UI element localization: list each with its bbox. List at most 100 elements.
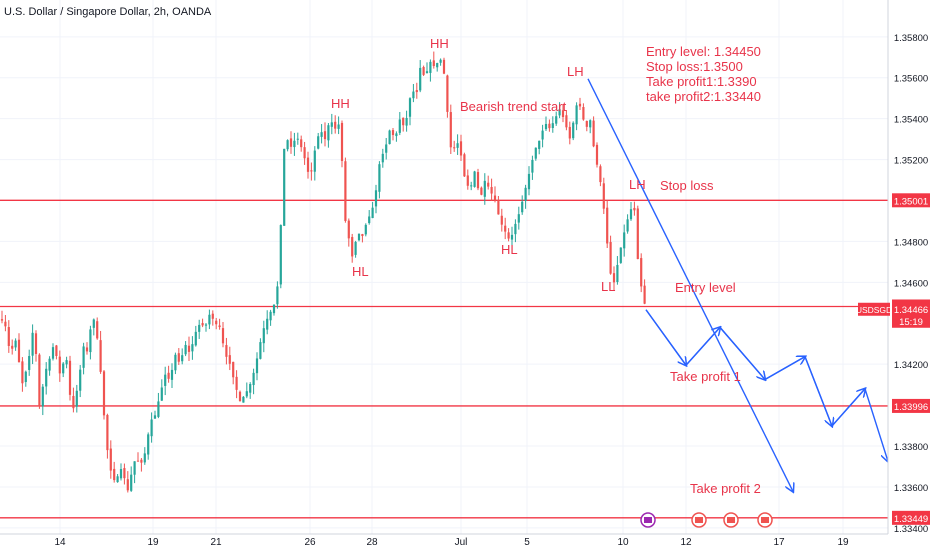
candle-body (55, 345, 58, 356)
candle-body (119, 469, 123, 479)
candle (575, 102, 578, 131)
candle-body (211, 313, 214, 319)
candle-body (636, 208, 639, 260)
candle-body (616, 264, 619, 283)
candle (578, 97, 582, 110)
candle (439, 58, 442, 66)
info-line: Entry level: 1.34450 (646, 44, 761, 59)
price-tick-label: 1.34200 (894, 360, 928, 371)
candle (599, 164, 602, 187)
candle-body (364, 224, 367, 235)
candle-body (170, 369, 174, 380)
candle-body (249, 383, 252, 393)
candle-body (476, 172, 480, 189)
candle (364, 223, 367, 237)
candle (51, 343, 55, 361)
time-tick-label: 19 (837, 537, 849, 548)
candle-body (558, 109, 561, 116)
candle-body (398, 119, 401, 133)
projection-segment (645, 309, 686, 365)
candle-body (327, 125, 330, 141)
candle (255, 352, 259, 381)
candle-body (126, 479, 129, 491)
candle-body (143, 453, 146, 463)
candle (323, 122, 327, 147)
candle (119, 463, 123, 481)
candle-body (147, 434, 150, 455)
candle-body (41, 386, 44, 407)
candle-body (293, 140, 296, 148)
price-level-badge (892, 398, 930, 413)
candle (616, 256, 619, 285)
candle (388, 129, 391, 145)
candle (181, 348, 184, 365)
candle (534, 147, 537, 161)
candle (419, 60, 422, 93)
candle (320, 124, 323, 144)
candle-body (442, 59, 446, 74)
price-tick-label: 1.35400 (894, 115, 928, 126)
candle (106, 413, 109, 459)
candle-body (565, 115, 568, 128)
info-line: Stop loss:1.3500 (646, 59, 743, 74)
candle (514, 219, 517, 243)
info-line: Take profit1:1.3390 (646, 74, 757, 89)
candle-body (453, 147, 456, 149)
candle-body (221, 328, 225, 344)
candle (555, 111, 558, 126)
price-level-badge (892, 193, 930, 208)
candle-body (517, 214, 520, 223)
swing-label: HH (331, 96, 350, 111)
candle-body (232, 361, 235, 378)
swing-label: HH (430, 36, 449, 51)
candle (643, 279, 646, 305)
candle-body (72, 395, 75, 409)
candle-body (419, 67, 422, 91)
candle-body (408, 98, 412, 117)
time-tick-label: 17 (773, 537, 785, 548)
candle-body (459, 141, 463, 156)
candle-body (286, 140, 289, 150)
candle-body (374, 190, 378, 207)
candle-body (4, 321, 7, 327)
candle (276, 281, 279, 309)
price-level-badge-label: 1.33996 (894, 402, 928, 413)
candle-body (276, 286, 279, 305)
candle (453, 140, 456, 152)
candle-body (368, 216, 371, 224)
candle-body (405, 117, 408, 126)
swing-label: LL (601, 279, 615, 294)
candle (541, 124, 544, 148)
candle (177, 348, 180, 365)
candle (259, 338, 262, 360)
countdown-label: 15:19 (899, 317, 923, 328)
candle (133, 461, 136, 484)
candle-body (266, 318, 269, 330)
candle (201, 318, 204, 328)
candle (89, 325, 92, 360)
candle-body (62, 363, 65, 374)
candle (11, 339, 14, 355)
candle (361, 233, 364, 243)
candle-body (623, 232, 626, 249)
candle (96, 317, 99, 340)
candle-body (218, 325, 221, 328)
candle (422, 65, 425, 77)
projection-segment (764, 357, 805, 381)
candle-body (432, 60, 435, 67)
candle (429, 59, 432, 82)
candle (4, 315, 7, 332)
candle-body (283, 148, 286, 226)
candle-body (279, 225, 282, 285)
level-annotation: Take profit 2 (690, 481, 761, 496)
candle (517, 206, 520, 230)
candle-body (181, 355, 184, 362)
candle-body (24, 371, 27, 383)
candle-body (38, 354, 41, 407)
candle-body (582, 107, 585, 120)
candle (405, 110, 408, 132)
candle (381, 148, 384, 168)
candle (548, 119, 551, 132)
candle (238, 390, 242, 402)
